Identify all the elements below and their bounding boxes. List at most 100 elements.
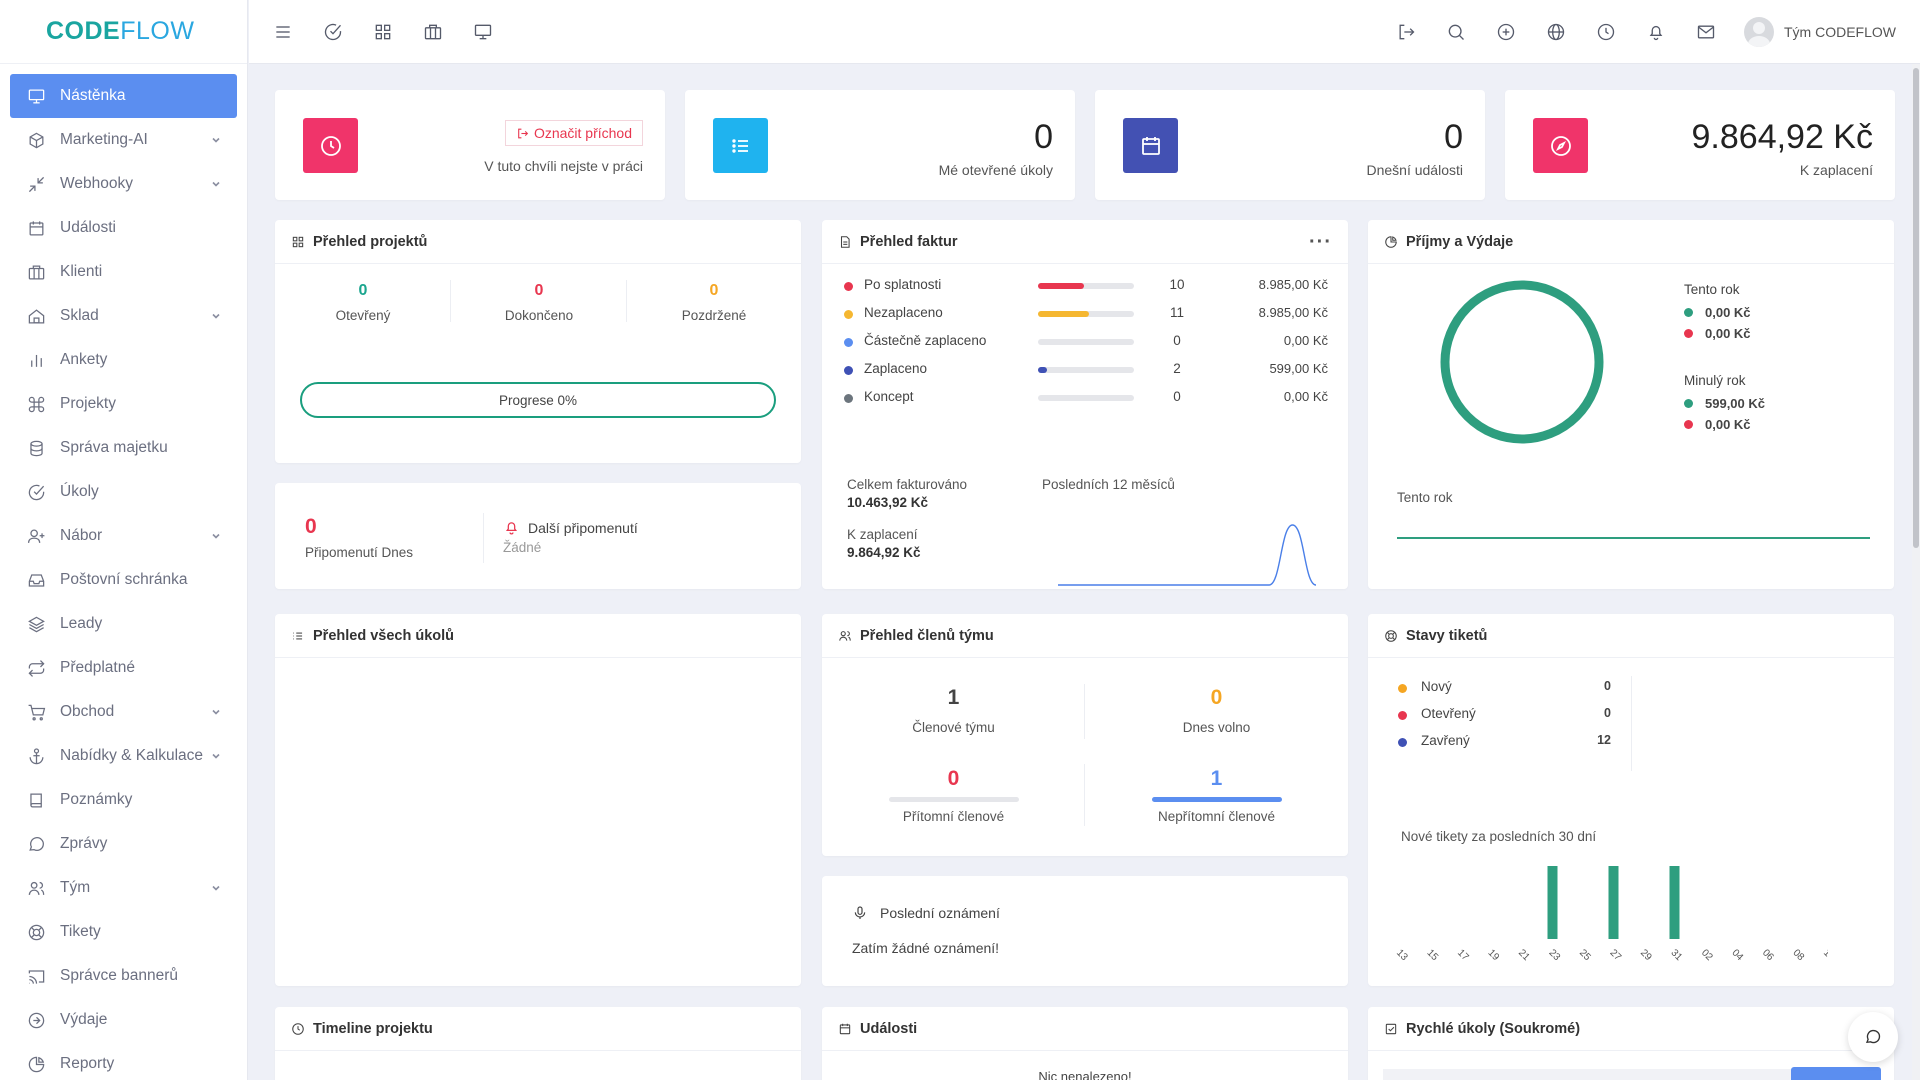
calendar-icon — [839, 1023, 851, 1034]
sidebar-item-8[interactable]: Projekty — [10, 382, 237, 426]
reminders-today[interactable]: 0 Připomenutí Dnes — [305, 515, 413, 560]
invoice-status-label: Po splatnosti — [864, 277, 942, 292]
scrollbar-thumb[interactable] — [1913, 68, 1919, 548]
shrink-icon — [26, 174, 46, 194]
quick-tasks-title: Rychlé úkoly (Soukromé) — [1406, 1020, 1581, 1037]
invoice-status-row[interactable]: Částečně zaplaceno 0 0,00 Kč — [822, 333, 1348, 353]
team-members[interactable]: 1 Členové týmu — [822, 686, 1085, 735]
scrollbar[interactable] — [1912, 64, 1920, 1080]
team-absent[interactable]: 1 Nepřítomní členové — [1085, 767, 1348, 824]
today-events-card[interactable]: 0 Dnešní události — [1095, 90, 1485, 200]
sidebar-item-11[interactable]: Nábor — [10, 514, 237, 558]
clock-in-button[interactable]: Označit příchod — [504, 120, 643, 146]
team-present[interactable]: 0 Přítomní členové — [822, 767, 1085, 824]
ticket-status-row[interactable]: Otevřený 0 — [1368, 706, 1631, 726]
sidebar-item-13[interactable]: Leady — [10, 602, 237, 646]
sidebar-item-3[interactable]: Webhooky — [10, 162, 237, 206]
sidebar-item-23[interactable]: Reporty — [10, 1042, 237, 1080]
invoice-status-row[interactable]: Po splatnosti 10 8.985,00 Kč — [822, 277, 1348, 297]
divider — [483, 513, 484, 563]
plus-circle-icon[interactable] — [1494, 20, 1518, 44]
ticket-x-tick-label: 19 — [1485, 947, 1501, 963]
sidebar-item-14[interactable]: Předplatné — [10, 646, 237, 690]
sidebar-item-19[interactable]: Tým — [10, 866, 237, 910]
sidebar-item-18[interactable]: Zprávy — [10, 822, 237, 866]
bell-icon[interactable] — [1644, 20, 1668, 44]
invoice-status-amount: 8.985,00 Kč — [1258, 305, 1328, 320]
chevron-down-icon[interactable] — [211, 132, 221, 143]
monitor-icon[interactable] — [471, 20, 495, 44]
menu-icon[interactable] — [271, 20, 295, 44]
sidebar-item-15[interactable]: Obchod — [10, 690, 237, 734]
ticket-x-tick-label: 13 — [1394, 947, 1410, 963]
announcements-header[interactable]: Poslední oznámení — [852, 904, 1000, 922]
status-dot — [844, 366, 853, 375]
sidebar-item-12[interactable]: Poštovní schránka — [10, 558, 237, 602]
sidebar-item-10[interactable]: Úkoly — [10, 470, 237, 514]
announcements-card: Poslední oznámení Zatím žádné oznámení! — [822, 876, 1348, 986]
chevron-down-icon[interactable] — [211, 176, 221, 187]
invoice-status-row[interactable]: Nezaplaceno 11 8.985,00 Kč — [822, 305, 1348, 325]
team-present-label: Přítomní členové — [902, 809, 1005, 824]
events-header: Události — [822, 1007, 1348, 1051]
sidebar-nav: Nástěnka Marketing-AI Webhooky Události Klie… — [0, 64, 247, 1080]
grid-icon — [292, 236, 304, 247]
invoices-overview-card: Přehled faktur ··· Po splatnosti 10 8.985,… — [822, 220, 1348, 589]
sidebar-item-20[interactable]: Tikety — [10, 910, 237, 954]
logout-icon[interactable] — [1394, 20, 1418, 44]
invoice-status-label: Koncept — [864, 389, 914, 404]
clock-icon[interactable] — [1594, 20, 1618, 44]
sidebar-item-5[interactable]: Klienti — [10, 250, 237, 294]
chat-button[interactable] — [1848, 1012, 1898, 1062]
ticket-status-row[interactable]: Zavřený 12 — [1368, 733, 1631, 753]
search-icon[interactable] — [1444, 20, 1468, 44]
bell-icon — [505, 522, 518, 535]
file-icon — [840, 235, 850, 248]
projects-done[interactable]: 0 Dokončeno — [451, 282, 627, 323]
team-off-today[interactable]: 0 Dnes volno — [1085, 686, 1348, 735]
sidebar-item-7[interactable]: Ankety — [10, 338, 237, 382]
projects-open[interactable]: 0 Otevřený — [275, 282, 451, 323]
income-donut-ring — [1440, 280, 1604, 444]
quick-task-add-button[interactable] — [1791, 1067, 1881, 1080]
sidebar-item-6[interactable]: Sklad — [10, 294, 237, 338]
ticket-x-tick-label: 02 — [1699, 947, 1715, 963]
chevron-down-icon[interactable] — [211, 704, 221, 715]
sidebar-item-22[interactable]: Výdaje — [10, 998, 237, 1042]
chevron-down-icon[interactable] — [211, 748, 221, 759]
sidebar-item-label: Nástěnka — [60, 87, 126, 104]
sidebar-item-4[interactable]: Události — [10, 206, 237, 250]
user-menu[interactable]: Tým CODEFLOW — [1744, 16, 1896, 47]
sidebar-item-9[interactable]: Správa majetku — [10, 426, 237, 470]
globe-icon[interactable] — [1544, 20, 1568, 44]
sidebar-item-16[interactable]: Nabídky & Kalkulace — [10, 734, 237, 778]
logo[interactable]: CODE FLOW — [0, 0, 247, 64]
sidebar-item-21[interactable]: Správce bannerů — [10, 954, 237, 998]
sidebar-item-17[interactable]: Poznámky — [10, 778, 237, 822]
sidebar-item-label: Webhooky — [60, 175, 133, 192]
ticket-status-row[interactable]: Nový 0 — [1368, 679, 1631, 699]
briefcase-icon[interactable] — [421, 20, 445, 44]
sidebar-item-2[interactable]: Marketing-AI — [10, 118, 237, 162]
chevron-down-icon[interactable] — [211, 528, 221, 539]
to-pay-card[interactable]: 9.864,92 Kč K zaplacení — [1505, 90, 1895, 200]
divider — [1631, 676, 1632, 771]
mail-icon[interactable] — [1694, 20, 1718, 44]
chevron-down-icon[interactable] — [211, 308, 221, 319]
sidebar-item-label: Reporty — [60, 1055, 115, 1072]
chevron-down-icon[interactable] — [211, 880, 221, 891]
open-tasks-card[interactable]: 0 Mé otevřené úkoly — [685, 90, 1075, 200]
grid-icon[interactable] — [371, 20, 395, 44]
quick-task-input[interactable] — [1383, 1069, 1793, 1080]
check-circle-icon[interactable] — [321, 20, 345, 44]
message-icon — [26, 834, 46, 854]
invoice-status-row[interactable]: Zaplaceno 2 599,00 Kč — [822, 361, 1348, 381]
invoice-status-row[interactable]: Koncept 0 0,00 Kč — [822, 389, 1348, 409]
projects-held[interactable]: 0 Pozdržené — [627, 282, 801, 323]
book-icon — [26, 790, 46, 810]
more-options-icon[interactable]: ··· — [1309, 230, 1332, 253]
repeat-icon — [26, 658, 46, 678]
sidebar-item-1[interactable]: Nástěnka — [10, 74, 237, 118]
next-reminder[interactable]: Další připomenutí Žádné — [503, 519, 638, 556]
sidebar-item-label: Poštovní schránka — [60, 571, 188, 588]
